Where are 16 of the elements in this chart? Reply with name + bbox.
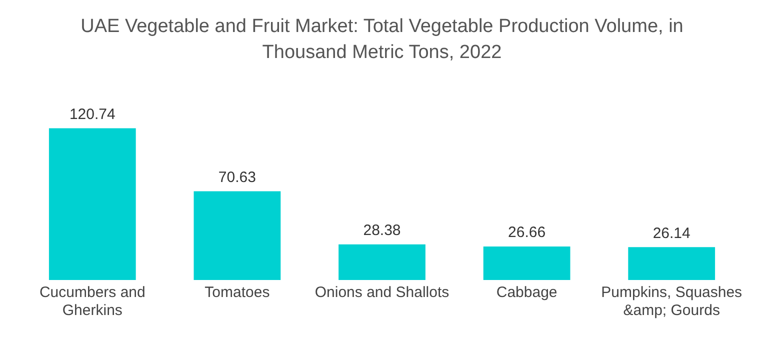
data-label: 26.14 (652, 224, 690, 242)
data-label: 120.74 (69, 106, 116, 123)
x-tick-label: Tomatoes (204, 284, 270, 302)
bar (194, 191, 281, 280)
x-tick-label: Pumpkins, Squashes &amp; Gourds (601, 284, 742, 320)
chart-title: UAE Vegetable and Fruit Market: Total Vegetable Production Volume, in Thousand Metric Tons, 2022 (80, 15, 684, 65)
data-label: 28.38 (363, 222, 401, 239)
x-tick-label: Cucumbers and Gherkins (39, 284, 146, 320)
bar (483, 246, 570, 280)
x-tick-label: Onions and Shallots (314, 284, 450, 302)
data-label: 70.63 (218, 168, 256, 186)
bar (338, 244, 426, 280)
bar (628, 247, 716, 280)
data-label: 26.66 (508, 224, 546, 242)
bar (48, 128, 136, 280)
x-tick-label: Cabbage (496, 284, 558, 302)
